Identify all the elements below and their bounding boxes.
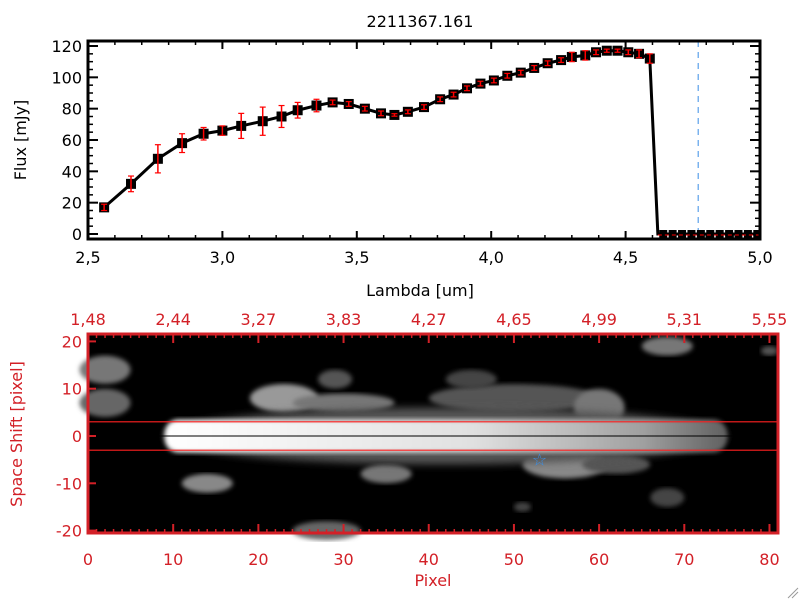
x-tick-label: 30 [333,550,353,569]
y-tick-label: 20 [62,332,82,351]
wavelength-tick-label: 1,48 [70,310,106,329]
zero-marker [725,230,734,238]
y-axis-label: Flux [mJy] [11,100,30,181]
y-tick-label: -10 [56,474,82,493]
x-tick-label: 20 [248,550,268,569]
y-tick-label: 100 [51,68,82,87]
y-tick-label: 120 [51,37,82,56]
x-tick-label: 70 [674,550,694,569]
image-blob [513,502,531,512]
x-tick-label: 3,0 [210,248,235,267]
image-blob [760,346,778,356]
zero-marker [715,230,724,238]
image-blob [79,355,131,384]
image-blob [650,488,685,507]
x-tick-label: 0 [83,550,93,569]
y-tick-label: 20 [62,194,82,213]
x-tick-label: 40 [419,550,439,569]
x-tick-label: 60 [589,550,609,569]
resize-grip-icon[interactable] [787,587,799,599]
y-tick-label: 40 [62,162,82,181]
heatmap-x-axis-label: Pixel [414,571,451,590]
flux-line [103,49,760,236]
x-axis-label: Lambda [um] [366,281,474,300]
x-tick-label: 50 [504,550,524,569]
zero-marker [706,230,715,238]
chart-title: 2211367.161 [367,12,474,31]
y-tick-label: 0 [72,427,82,446]
x-tick-label: 2,5 [75,248,100,267]
zero-marker [668,230,677,238]
x-tick-label: 4,0 [478,248,503,267]
wavelength-tick-label: 3,83 [326,310,362,329]
image-blob [292,393,395,413]
y-tick-label: -20 [56,522,82,541]
x-tick-label: 10 [163,550,183,569]
y-tick-label: 80 [62,100,82,119]
image-blob [445,369,497,389]
wavelength-tick-label: 5,31 [666,310,702,329]
y-tick-label: 10 [62,380,82,399]
star-marker-icon: ☆ [532,451,547,471]
zero-marker [678,230,687,238]
image-blob [428,384,599,413]
zero-marker [734,230,743,238]
wavelength-tick-label: 3,27 [241,310,277,329]
wavelength-tick-label: 4,27 [411,310,447,329]
wavelength-tick-label: 5,55 [752,310,788,329]
y-tick-label: 60 [62,131,82,150]
image-blob [181,473,233,493]
x-tick-label: 5,0 [747,248,772,267]
wavelength-tick-label: 4,99 [581,310,617,329]
image-blob [318,369,353,389]
image-blob [79,388,131,417]
zero-marker [743,230,752,238]
heatmap-y-axis-label: Space Shift [pixel] [7,361,26,507]
y-tick-label: 0 [72,225,82,244]
heatmap-frame [86,332,780,535]
wavelength-tick-label: 4,65 [496,310,532,329]
x-tick-label: 80 [759,550,779,569]
zero-marker [659,230,668,238]
image-blob [641,336,693,356]
image-blob [360,464,412,484]
zero-marker [696,230,705,238]
zero-marker [687,230,696,238]
plot-frame [86,39,762,241]
x-tick-label: 3,5 [344,248,369,267]
wavelength-tick-label: 2,44 [155,310,191,329]
x-tick-label: 4,5 [613,248,638,267]
zero-marker [753,230,762,238]
